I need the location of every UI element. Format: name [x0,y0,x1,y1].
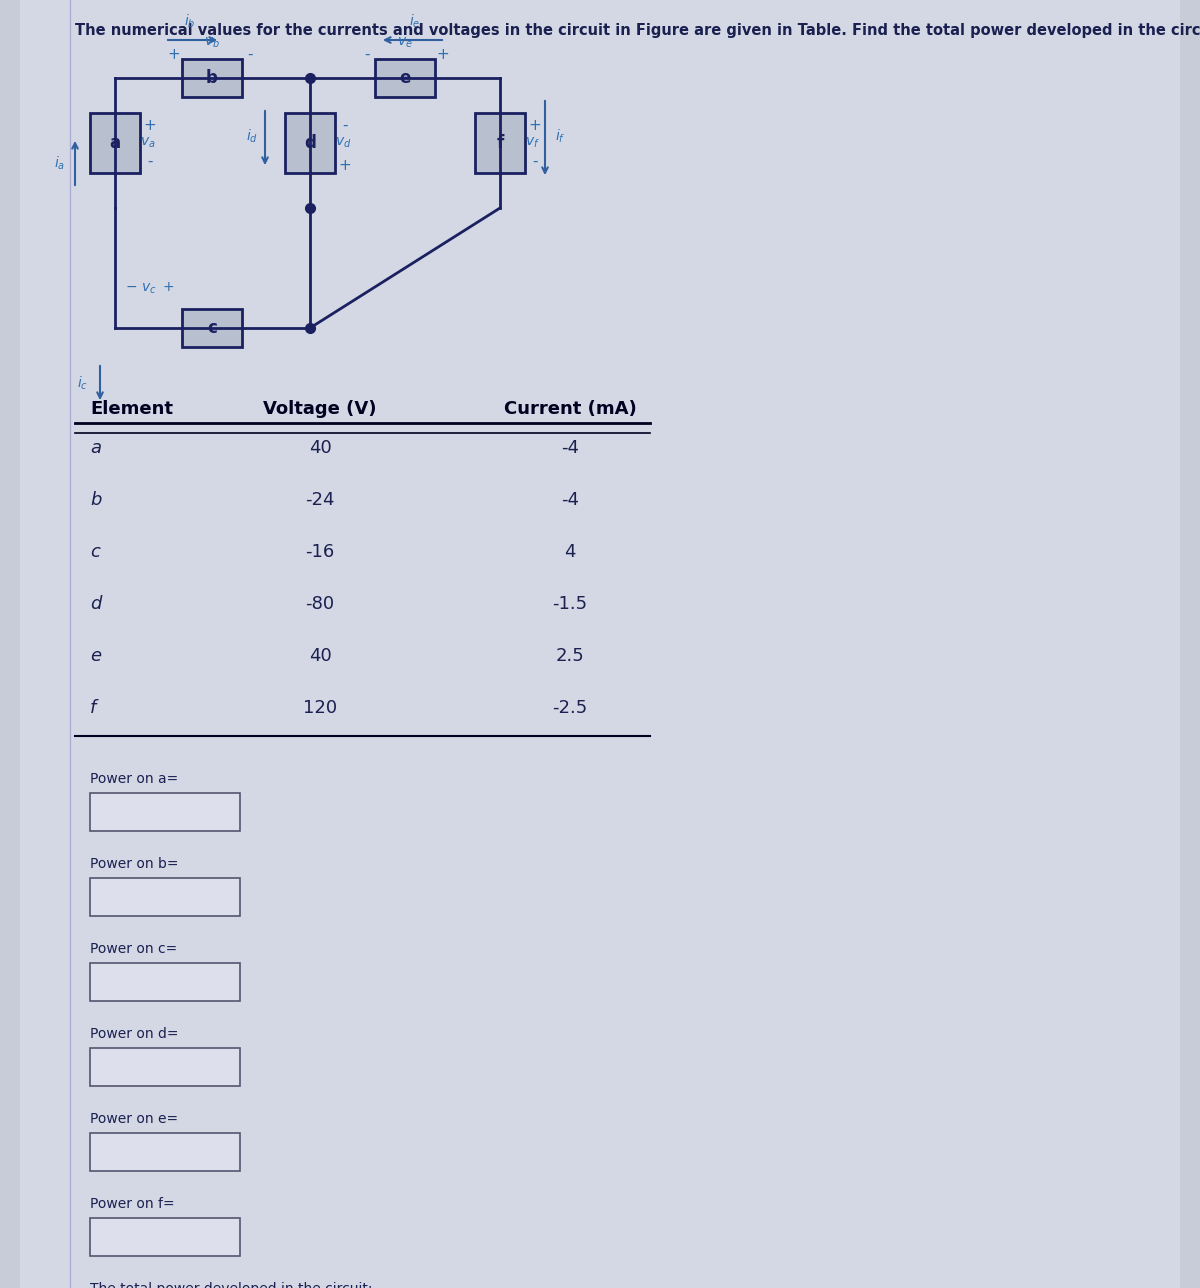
Text: Current (mA): Current (mA) [504,401,636,419]
Text: -2.5: -2.5 [552,699,588,717]
Bar [90,963,240,1001]
Text: e: e [400,70,410,88]
Text: d: d [304,134,316,152]
Text: $i_f$: $i_f$ [554,128,565,144]
Text: -4: -4 [562,439,580,457]
Text: Voltage (V): Voltage (V) [263,401,377,419]
Text: f: f [497,134,504,152]
Bar [182,309,242,346]
Text: $v_b$: $v_b$ [204,36,220,50]
Text: -1.5: -1.5 [552,595,588,613]
Text: 120: 120 [302,699,337,717]
Text: -: - [365,46,370,62]
Text: Power on c=: Power on c= [90,942,178,956]
Text: f: f [90,699,96,717]
Text: 4: 4 [564,544,576,562]
Text: $-\ v_c\ +$: $-\ v_c\ +$ [125,281,175,296]
Text: b: b [206,70,218,88]
Bar [90,878,240,916]
Bar [90,793,240,831]
Text: b: b [90,491,101,509]
Text: 40: 40 [308,647,331,665]
Text: Power on e=: Power on e= [90,1112,178,1126]
Text: -: - [342,117,348,133]
Bar [90,1048,240,1086]
Text: $v_d$: $v_d$ [335,135,352,151]
Bar [90,1218,240,1256]
Bar [90,113,140,173]
Text: c: c [90,544,100,562]
Text: $v_e$: $v_e$ [397,36,413,50]
Text: a: a [109,134,120,152]
Text: +: + [144,117,156,133]
Text: $i_e$: $i_e$ [409,13,421,30]
Text: c: c [208,319,217,337]
Text: +: + [168,46,180,62]
Text: $i_d$: $i_d$ [246,128,258,144]
Text: Power on b=: Power on b= [90,857,179,871]
Text: -16: -16 [305,544,335,562]
Text: -: - [533,153,538,169]
Text: Power on d=: Power on d= [90,1027,179,1041]
Text: -: - [247,46,253,62]
Text: -: - [148,153,152,169]
Text: 40: 40 [308,439,331,457]
Bar [286,113,335,173]
Text: +: + [529,117,541,133]
Text: -4: -4 [562,491,580,509]
Text: $v_a$: $v_a$ [140,135,156,151]
Text: $i_b$: $i_b$ [185,13,196,30]
Bar [374,59,436,97]
Text: d: d [90,595,101,613]
Text: 2.5: 2.5 [556,647,584,665]
Text: a: a [90,439,101,457]
Bar [90,1133,240,1171]
Text: +: + [338,157,352,173]
Text: $v_f$: $v_f$ [526,135,540,151]
Text: +: + [437,46,449,62]
Text: $i_c$: $i_c$ [77,375,88,392]
Text: Power on f=: Power on f= [90,1197,175,1211]
Text: The total power developed in the circuit:: The total power developed in the circuit… [90,1282,372,1288]
Text: Element: Element [90,401,173,419]
Bar [182,59,242,97]
Bar [475,113,526,173]
Text: The numerical values for the currents and voltages in the circuit in Figure are : The numerical values for the currents an… [74,23,1200,39]
Text: e: e [90,647,101,665]
Text: Power on a=: Power on a= [90,772,179,786]
Text: -80: -80 [306,595,335,613]
Text: -24: -24 [305,491,335,509]
Text: $i_a$: $i_a$ [54,155,65,171]
